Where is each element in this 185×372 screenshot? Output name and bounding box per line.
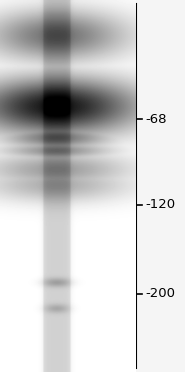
Text: -120: -120: [145, 198, 175, 211]
Text: -200: -200: [145, 288, 175, 300]
Text: -68: -68: [145, 113, 167, 125]
